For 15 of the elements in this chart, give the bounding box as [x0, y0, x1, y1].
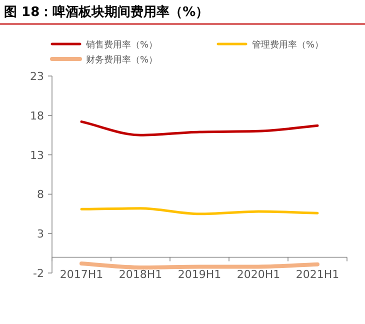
- y-tick-label: 23: [30, 70, 44, 83]
- x-tick-label: 2017H1: [60, 268, 104, 281]
- legend-label: 管理费用率（%）: [252, 40, 324, 50]
- x-tick-label: 2019H1: [178, 268, 222, 281]
- y-tick-label: 13: [30, 148, 44, 162]
- x-tick-label: 2021H1: [296, 268, 340, 281]
- y-tick-label: -2: [33, 267, 44, 280]
- x-tick-label: 2020H1: [236, 268, 280, 281]
- y-tick-label: 18: [30, 109, 44, 122]
- y-tick-label: 8: [37, 188, 44, 202]
- legend-label: 财务费用率（%）: [86, 54, 158, 66]
- x-tick-label: 2018H1: [118, 268, 162, 281]
- chart-title: 图 18：啤酒板块期间费用率（%）: [4, 4, 209, 20]
- legend-label: 销售费用率（%）: [85, 40, 158, 50]
- y-tick-label: 3: [37, 228, 44, 241]
